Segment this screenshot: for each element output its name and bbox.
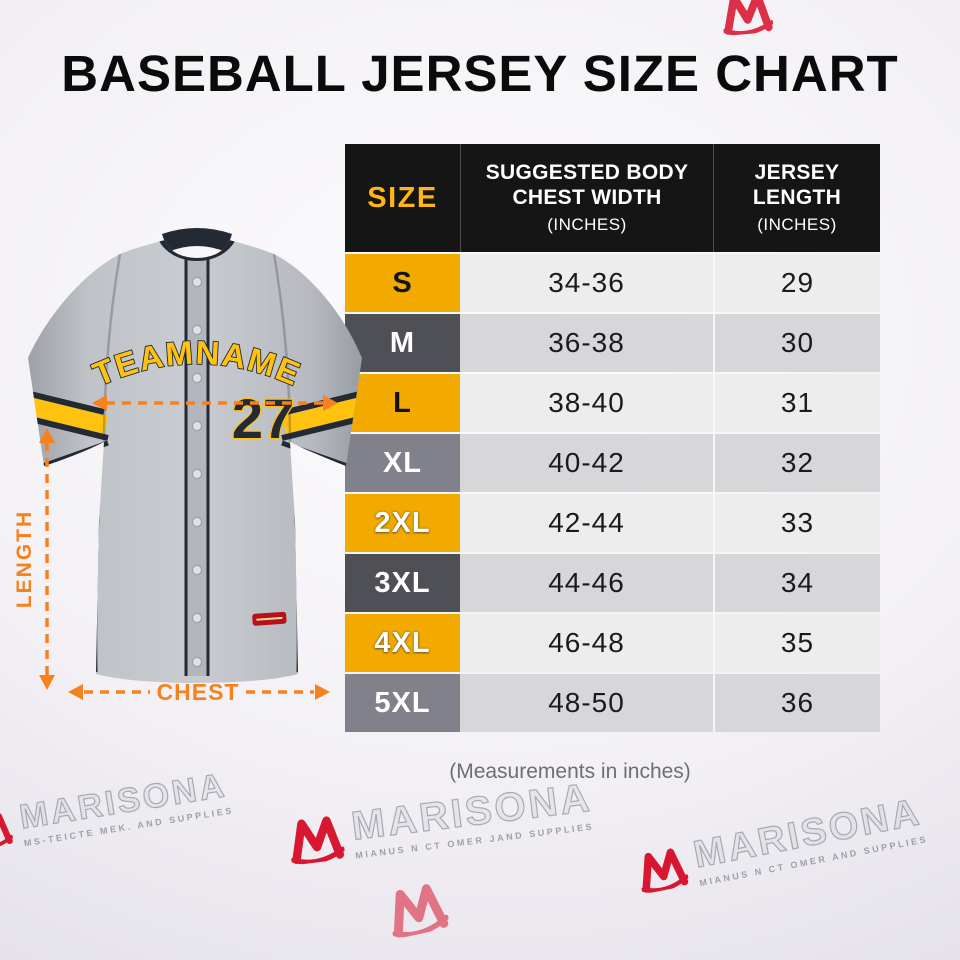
chest-width-cell: 34-36	[460, 254, 713, 312]
left-sleeve-seam	[102, 253, 122, 443]
marisona-logo-icon	[720, 0, 774, 36]
chest-width-cell: 44-46	[460, 554, 713, 612]
chest-width-cell: 40-42	[460, 434, 713, 492]
right-sleeve-seam	[272, 253, 292, 443]
jersey-length-cell: 33	[713, 494, 880, 552]
marisona-logo-icon	[383, 879, 450, 940]
chest-arrow-bottom: CHEST	[68, 679, 330, 702]
marisona-logo-icon	[0, 809, 14, 850]
marisona-logo-icon	[635, 844, 690, 894]
size-cell: XL	[345, 434, 460, 492]
column-header-chest-width-unit: (INCHES)	[547, 214, 627, 234]
marisona-logo-icon	[286, 812, 346, 865]
button-placket	[184, 250, 210, 676]
size-cell: 3XL	[345, 554, 460, 612]
arrow-right-icon	[315, 684, 330, 700]
column-header-chest-width: SUGGESTED BODY CHEST WIDTH (INCHES)	[460, 144, 713, 252]
length-arrow: LENGTH	[13, 428, 55, 690]
page-title: BASEBALL JERSEY SIZE CHART	[61, 45, 899, 102]
chest-width-arrow	[92, 395, 338, 411]
jersey-length-cell: 30	[713, 314, 880, 372]
arrow-left-icon	[92, 395, 107, 411]
chest-width-cell: 46-48	[460, 614, 713, 672]
watermark: MARISONA MS-TEICTE MEK. AND SUPPLIES	[0, 766, 235, 856]
chest-label: CHEST	[157, 679, 240, 702]
arrow-right-icon	[323, 395, 338, 411]
column-header-size: SIZE	[345, 144, 460, 252]
jersey-length-cell: 34	[713, 554, 880, 612]
arrow-up-icon	[39, 428, 55, 443]
size-cell: 5XL	[345, 674, 460, 732]
chest-width-cell: 48-50	[460, 674, 713, 732]
chest-width-cell: 36-38	[460, 314, 713, 372]
size-chart-table: SIZE SUGGESTED BODY CHEST WIDTH (INCHES)…	[345, 144, 880, 732]
column-header-jersey-length-unit: (INCHES)	[757, 214, 837, 234]
size-cell: 4XL	[345, 614, 460, 672]
arrow-left-icon	[68, 684, 83, 700]
jersey-length-cell: 31	[713, 374, 880, 432]
size-cell: M	[345, 314, 460, 372]
column-header-chest-width-label: SUGGESTED BODY CHEST WIDTH	[485, 161, 689, 209]
column-header-jersey-length-label: JERSEY LENGTH	[752, 161, 842, 209]
column-header-jersey-length: JERSEY LENGTH (INCHES)	[713, 144, 880, 252]
arrow-down-icon	[39, 675, 55, 690]
brand-patch	[252, 611, 287, 626]
size-cell: S	[345, 254, 460, 312]
jersey-illustration: TEAMNAME 27 LENGTH CHEST	[13, 228, 362, 702]
chest-width-cell: 42-44	[460, 494, 713, 552]
size-cell: L	[345, 374, 460, 432]
watermark: MARISONA MIANUS N CT OMER JAND SUPPLIES	[286, 775, 596, 869]
size-cell: 2XL	[345, 494, 460, 552]
watermark: MARISONA MIANUS N CT OMER AND SUPPLIES	[634, 791, 929, 899]
jersey-length-cell: 29	[713, 254, 880, 312]
length-label: LENGTH	[13, 510, 36, 608]
jersey-length-cell: 32	[713, 434, 880, 492]
chest-width-cell: 38-40	[460, 374, 713, 432]
jersey-number-text: 27	[232, 387, 294, 450]
measurement-note: (Measurements in inches)	[449, 760, 691, 783]
jersey-length-cell: 36	[713, 674, 880, 732]
jersey-length-cell: 35	[713, 614, 880, 672]
